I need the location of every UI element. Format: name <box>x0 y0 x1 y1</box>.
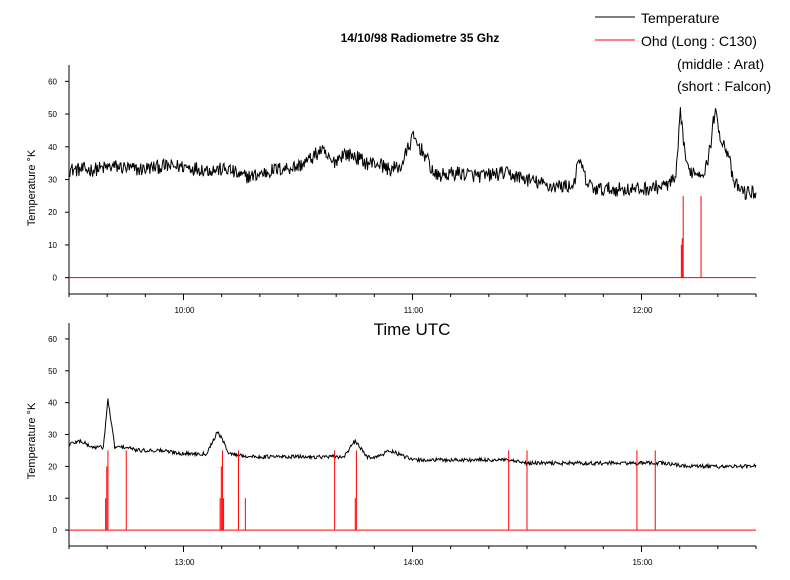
top-x-tick-label: 10:00 <box>174 306 195 315</box>
bottom-temperature-line <box>68 398 757 470</box>
bottom-y-tick-label: 60 <box>48 335 57 344</box>
top-x-tick-label: 12:00 <box>632 306 653 315</box>
bottom-x-tick-label: 14:00 <box>403 558 424 567</box>
bottom-y-tick-label: 0 <box>53 526 58 535</box>
top-x-tick-label: 11:00 <box>404 306 424 315</box>
legend-entry-ohd-long: Ohd (Long : C130) <box>641 33 757 49</box>
chart-title: 14/10/98 Radiometre 35 Ghz <box>341 31 500 45</box>
top-y-tick-label: 60 <box>48 77 57 86</box>
top-y-tick-label: 10 <box>48 241 57 250</box>
top-y-tick-label: 20 <box>48 208 57 217</box>
top-y-tick-label: 50 <box>48 110 57 119</box>
bottom-y-tick-label: 10 <box>48 494 57 503</box>
bottom-panel: 0 10 20 30 40 50 60 13:00 14:00 15:00 <box>48 323 757 567</box>
top-y-tick-label: 30 <box>48 176 57 185</box>
legend-entry-ohd-short: (short : Falcon) <box>677 78 771 94</box>
bottom-y-tick-label: 40 <box>48 399 57 408</box>
bottom-y-tick-label: 50 <box>48 367 57 376</box>
top-y-tick-label: 0 <box>53 274 58 283</box>
top-y-tick-label: 40 <box>48 143 57 152</box>
legend-entry-temperature: Temperature <box>641 10 720 26</box>
bottom-x-tick-label: 13:00 <box>174 558 195 567</box>
top-panel: 0 10 20 30 40 50 60 10:00 11:00 12:00 <box>48 65 757 315</box>
bottom-y-axis-label: Temperature °K <box>26 402 38 479</box>
top-temperature-line <box>69 107 757 201</box>
time-axis-label: Time UTC <box>374 320 451 339</box>
bottom-y-tick-label: 20 <box>48 462 57 471</box>
legend-entry-ohd-middle: (middle : Arat) <box>677 56 764 72</box>
bottom-y-tick-label: 30 <box>48 431 57 440</box>
legend: Temperature Ohd (Long : C130) (middle : … <box>595 10 771 94</box>
bottom-x-tick-label: 15:00 <box>632 558 653 567</box>
top-y-axis-label: Temperature °K <box>26 149 38 226</box>
